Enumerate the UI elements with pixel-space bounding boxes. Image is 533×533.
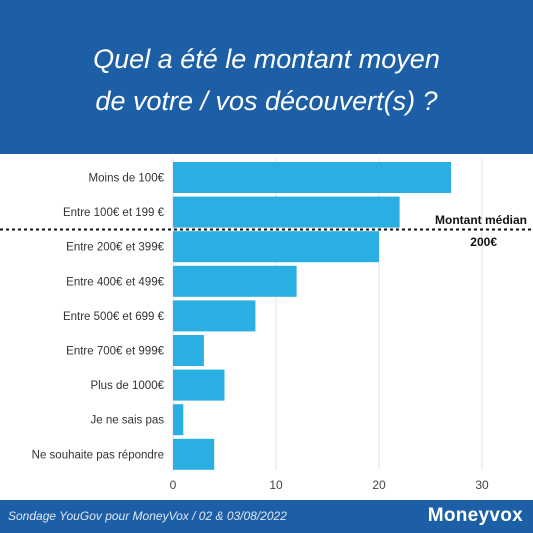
- bar: [173, 162, 452, 193]
- category-label: Entre 200€ et 399€: [66, 242, 164, 254]
- x-axis-ticks: 0 10 20 30: [170, 478, 489, 492]
- x-tick-label: 10: [269, 478, 283, 492]
- bar: [173, 369, 225, 401]
- bars-layer: [173, 162, 452, 470]
- chart-title-line-1: Quel a été le montant moyen: [93, 44, 440, 74]
- category-label: Entre 400€ et 499€: [66, 276, 164, 288]
- bar-chart: Moins de 100€ Entre 100€ et 199 € Entre 20…: [0, 158, 533, 492]
- x-tick-label: 30: [475, 478, 489, 492]
- source-note: Sondage YouGov pour MoneyVox / 02 & 03/0…: [8, 509, 287, 523]
- category-label: Ne souhaite pas répondre: [32, 449, 164, 461]
- bar: [173, 265, 297, 297]
- category-labels: Moins de 100€ Entre 100€ et 199 € Entre 20…: [32, 173, 165, 462]
- header-banner: Quel a été le montant moyen de votre / v…: [0, 0, 533, 154]
- median-label: Montant médian: [435, 213, 527, 227]
- brand-logo: Moneyvox: [427, 505, 523, 526]
- x-tick-label: 20: [372, 478, 386, 492]
- x-tick-label: 0: [170, 478, 177, 492]
- category-label: Entre 700€ et 999€: [66, 346, 164, 358]
- bar: [173, 438, 215, 470]
- category-label: Moins de 100€: [89, 173, 165, 185]
- median-annotation: Montant médian 200€: [0, 213, 533, 249]
- chart-title-line-2: de votre / vos découvert(s) ?: [95, 86, 438, 116]
- category-label: Je ne sais pas: [90, 415, 164, 427]
- bar: [173, 300, 256, 332]
- bar: [173, 196, 400, 228]
- median-value: 200€: [470, 235, 497, 249]
- footer-banner: Sondage YouGov pour MoneyVox / 02 & 03/0…: [0, 500, 533, 533]
- bar: [173, 231, 379, 263]
- bar: [173, 404, 184, 436]
- category-label: Entre 500€ et 699 €: [63, 311, 165, 323]
- category-label: Plus de 1000€: [90, 380, 164, 392]
- category-label: Entre 100€ et 199 €: [63, 207, 165, 219]
- bar: [173, 335, 204, 366]
